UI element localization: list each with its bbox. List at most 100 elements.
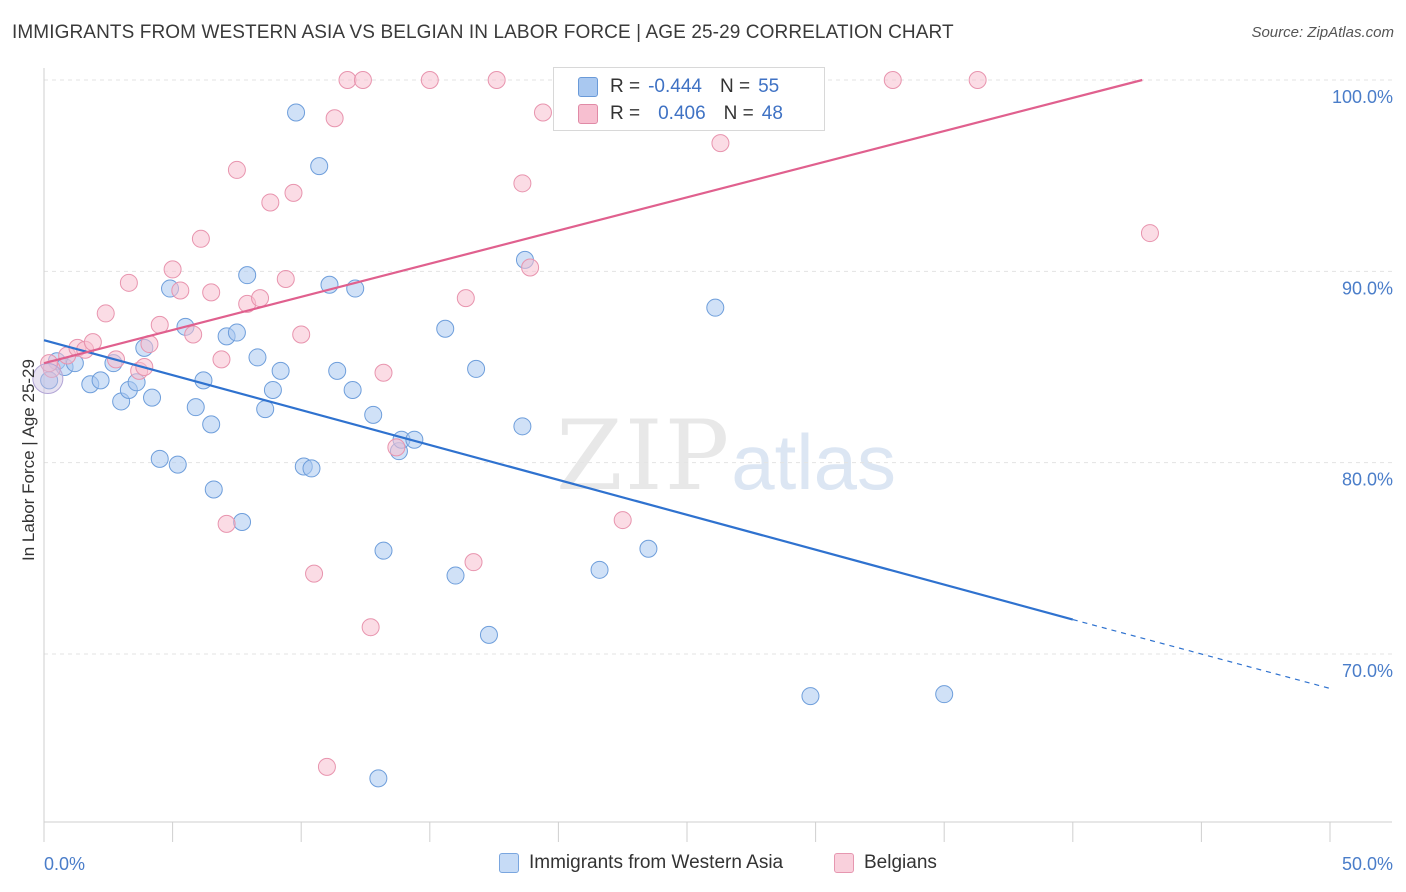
- point-belgians: [317, 757, 336, 776]
- point-western-asia: [150, 449, 169, 468]
- point-belgians: [96, 304, 115, 323]
- point-belgians: [227, 160, 246, 179]
- legend-r-label: R =: [610, 76, 641, 97]
- point-belgians: [513, 174, 532, 193]
- point-belgians: [464, 553, 483, 572]
- point-western-asia: [374, 541, 393, 560]
- point-western-asia: [248, 348, 267, 367]
- point-belgians: [968, 71, 987, 89]
- y-tick-label: 90.0%: [1342, 278, 1393, 298]
- point-western-asia: [91, 371, 110, 390]
- chart-title: IMMIGRANTS FROM WESTERN ASIA VS BELGIAN …: [12, 22, 954, 43]
- point-western-asia: [706, 298, 725, 317]
- data-points: [32, 71, 1159, 788]
- point-belgians: [261, 193, 280, 212]
- bottom-legend-swatch-belgians: [834, 853, 854, 873]
- source-label: Source: ZipAtlas.com: [1251, 24, 1394, 41]
- point-western-asia: [590, 560, 609, 579]
- point-belgians: [171, 281, 190, 300]
- x-tick-label: 50.0%: [1342, 854, 1393, 874]
- point-western-asia: [801, 687, 820, 706]
- point-western-asia: [310, 157, 329, 176]
- legend-n-label: N =: [723, 103, 754, 124]
- point-belgians: [456, 289, 475, 308]
- point-western-asia: [935, 685, 954, 704]
- point-belgians: [284, 183, 303, 202]
- point-western-asia: [328, 361, 347, 380]
- point-western-asia: [143, 388, 162, 407]
- point-western-asia: [186, 398, 205, 417]
- axes: [43, 68, 1392, 842]
- point-belgians: [487, 71, 506, 89]
- bottom-legend-swatch-western-asia: [499, 853, 519, 873]
- x-tick-label: 0.0%: [44, 854, 85, 874]
- legend-swatch-belgians: [578, 104, 598, 124]
- point-belgians: [202, 283, 221, 302]
- legend-n-value: 48: [761, 103, 783, 124]
- legend-n-label: N =: [719, 76, 751, 97]
- point-belgians: [212, 350, 231, 369]
- point-western-asia: [168, 455, 187, 474]
- watermark-atlas: atlas: [731, 418, 896, 506]
- gridlines: [44, 79, 1392, 655]
- point-belgians: [613, 511, 632, 530]
- point-western-asia: [194, 371, 213, 390]
- point-belgians: [305, 564, 324, 583]
- point-western-asia: [369, 769, 388, 788]
- bottom-legend-label: Immigrants from Western Asia: [529, 852, 784, 873]
- point-belgians: [361, 618, 380, 637]
- point-belgians: [374, 363, 393, 382]
- point-belgians: [1140, 224, 1159, 243]
- point-belgians: [163, 260, 182, 279]
- point-western-asia: [238, 266, 257, 285]
- bottom-legend-label: Belgians: [864, 852, 937, 873]
- point-western-asia: [479, 625, 498, 644]
- point-western-asia: [446, 566, 465, 585]
- point-belgians: [119, 273, 138, 292]
- point-western-asia: [343, 380, 362, 399]
- point-cluster: [32, 362, 64, 394]
- point-western-asia: [271, 361, 290, 380]
- point-western-asia: [204, 480, 223, 499]
- legend-row-belgians: R = 0.406 N = 48: [578, 101, 783, 127]
- point-western-asia: [302, 459, 321, 478]
- point-belgians: [184, 325, 203, 344]
- point-western-asia: [227, 323, 246, 342]
- y-tick-label: 100.0%: [1332, 87, 1393, 107]
- point-western-asia: [639, 539, 658, 558]
- point-western-asia: [263, 380, 282, 399]
- bottom-legend-western-asia: Immigrants from Western Asia: [499, 852, 783, 874]
- point-western-asia: [467, 359, 486, 378]
- trend-line-belgians: [43, 78, 1143, 365]
- y-tick-label: 80.0%: [1342, 470, 1393, 490]
- point-belgians: [521, 258, 540, 277]
- point-belgians: [533, 103, 552, 122]
- point-western-asia: [364, 405, 383, 424]
- legend-n-value: 55: [758, 76, 780, 97]
- legend-row-western-asia: R = -0.444 N = 55: [578, 74, 779, 100]
- legend-r-label: R =: [610, 103, 641, 124]
- point-western-asia: [287, 103, 306, 122]
- y-tick-label: 70.0%: [1342, 661, 1393, 681]
- point-belgians: [217, 514, 236, 533]
- legend-r-value: 0.406: [658, 103, 706, 124]
- point-western-asia: [202, 415, 221, 434]
- point-belgians: [338, 71, 357, 89]
- point-belgians: [276, 269, 295, 288]
- point-western-asia: [256, 400, 275, 419]
- tick-labels: 70.0% 80.0% 90.0% 100.0% 0.0% 50.0%: [44, 87, 1393, 874]
- point-belgians: [325, 109, 344, 128]
- bottom-legend-belgians: Belgians: [834, 852, 937, 874]
- point-belgians: [711, 134, 730, 153]
- trend-line-western-asia: [43, 339, 1074, 621]
- trend-line-extension: [1072, 618, 1331, 690]
- point-belgians: [191, 229, 210, 248]
- correlation-legend: R = -0.444 N = 55 R = 0.406 N = 48: [553, 67, 825, 131]
- point-belgians: [883, 71, 902, 89]
- point-belgians: [420, 71, 439, 89]
- watermark-zip: ZIP: [556, 400, 732, 512]
- y-axis-title: In Labor Force | Age 25-29: [19, 359, 38, 561]
- trend-lines: [43, 78, 1331, 690]
- point-western-asia: [436, 319, 455, 338]
- point-western-asia: [513, 417, 532, 436]
